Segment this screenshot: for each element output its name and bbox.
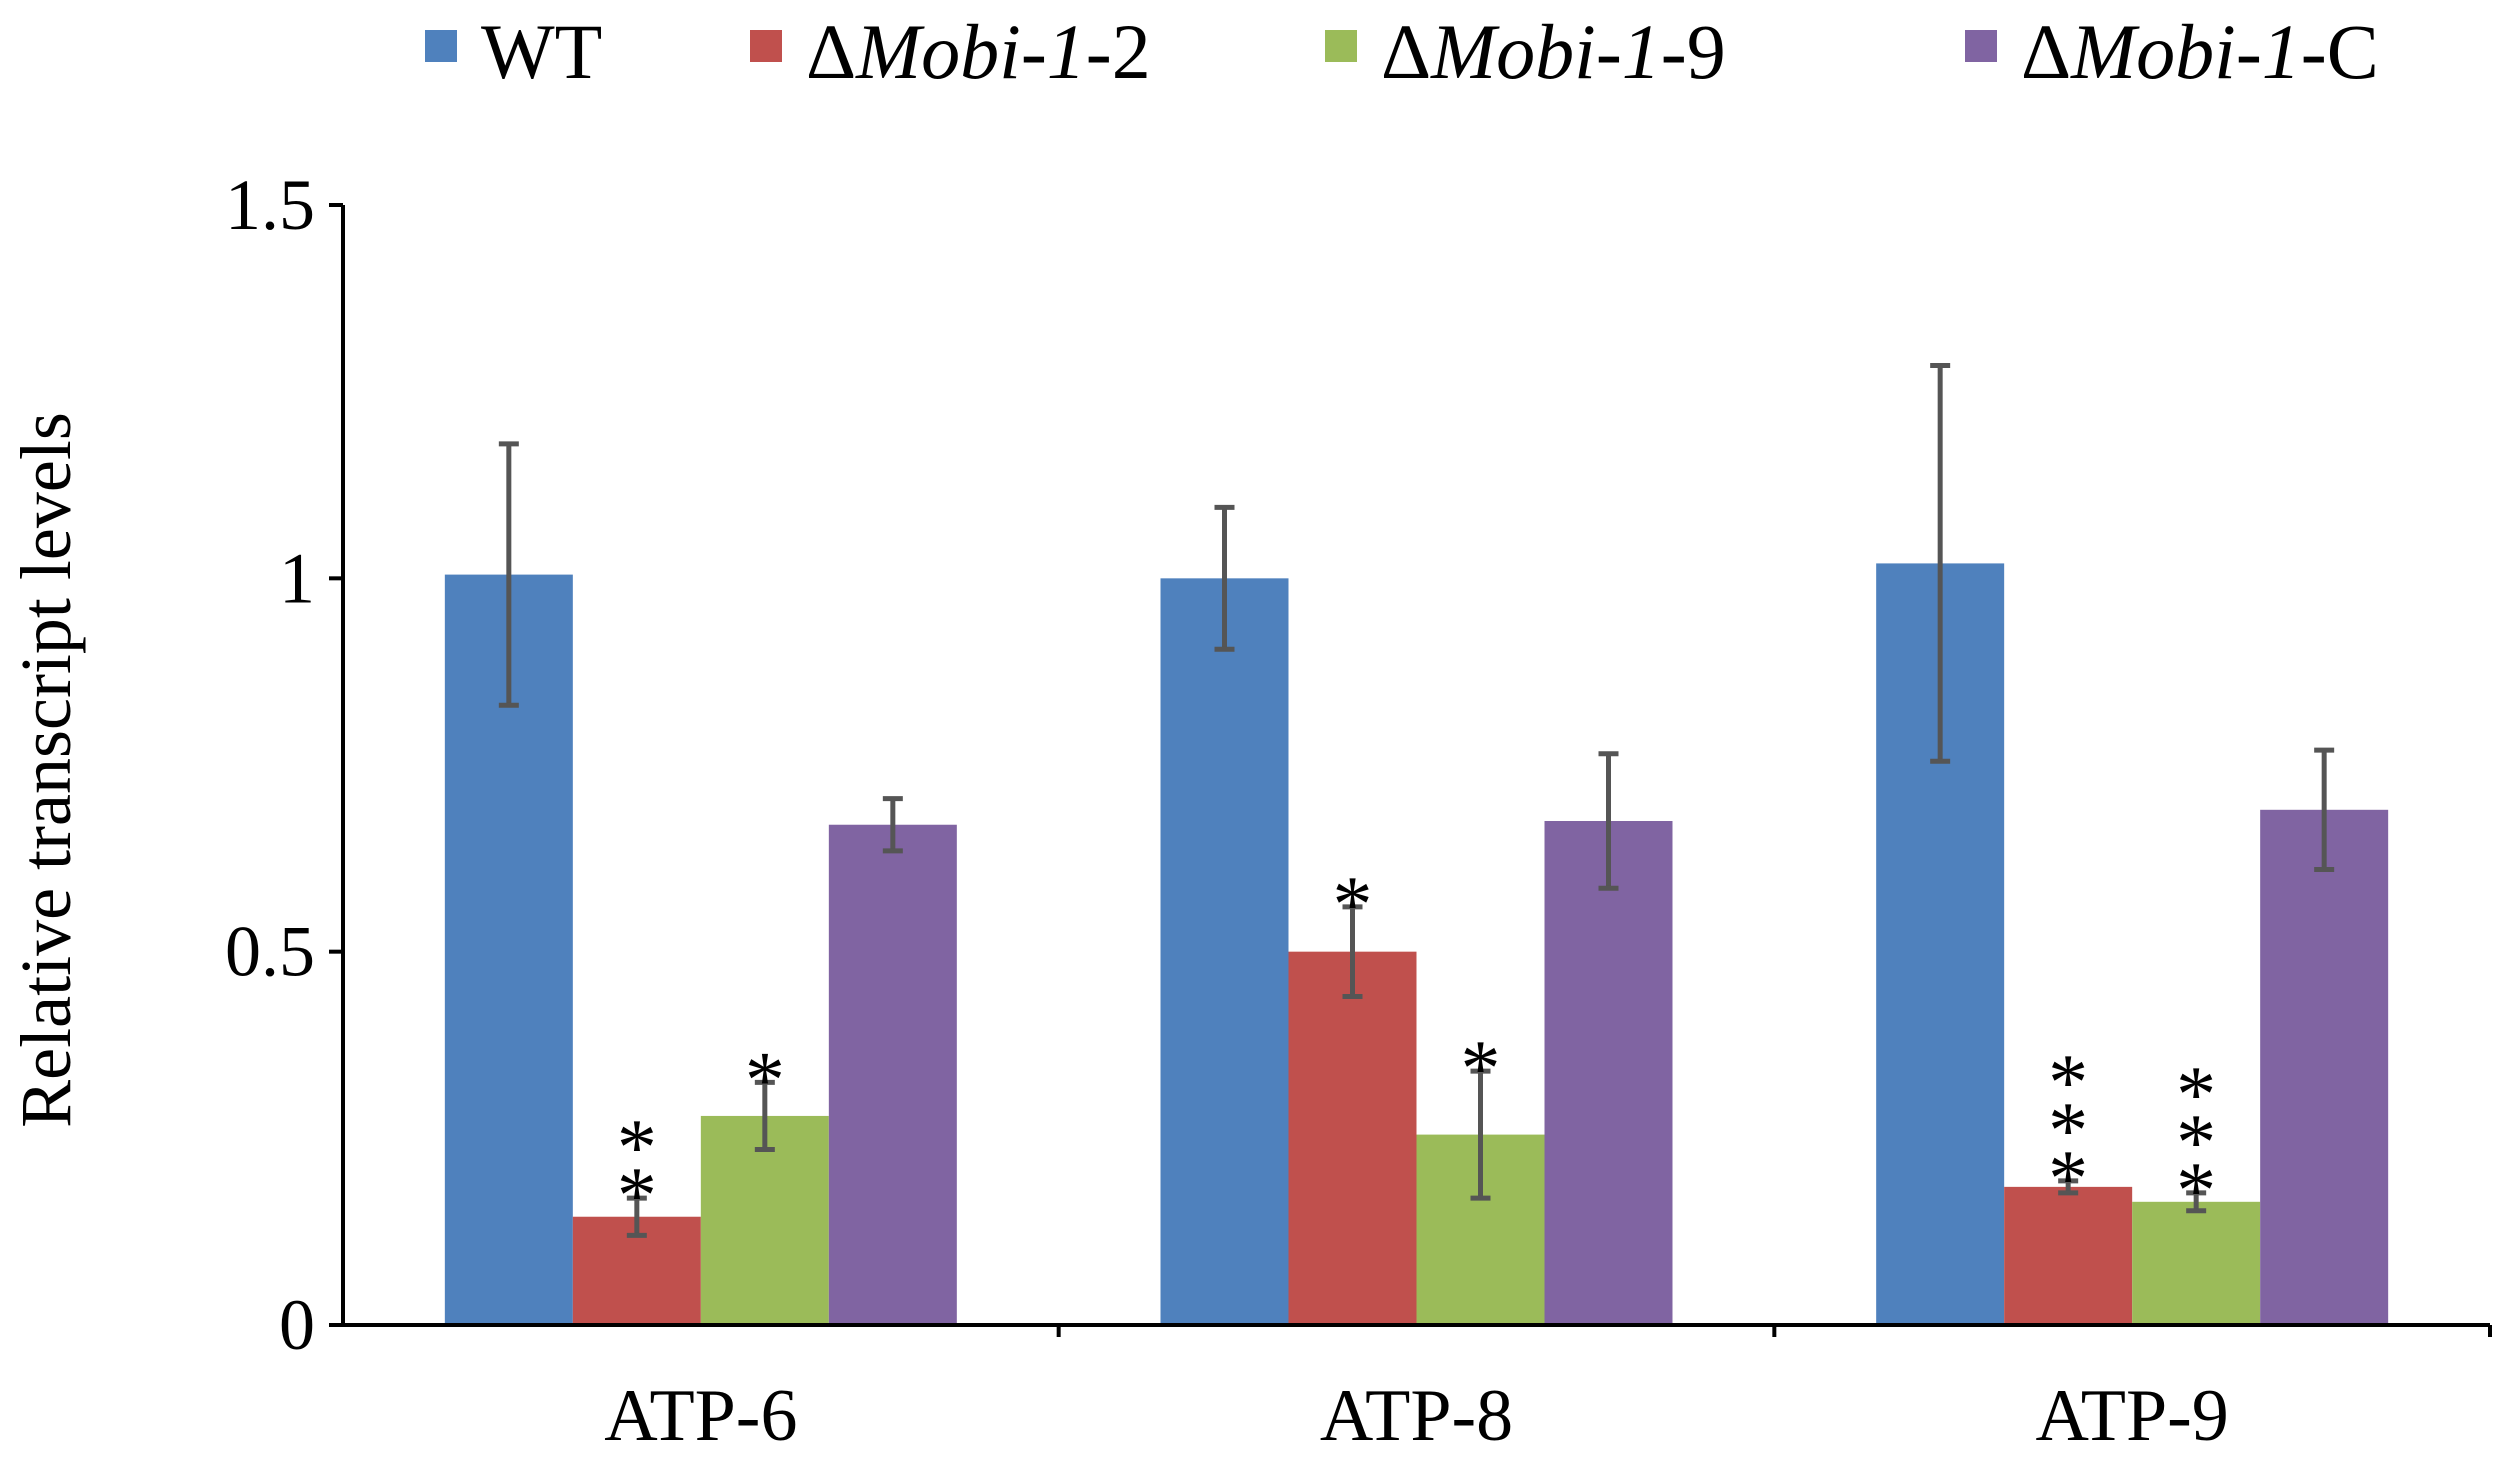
y-tick-label: 0.5 [225, 912, 315, 992]
significance-star: * [2048, 1135, 2088, 1223]
bar [1544, 821, 1673, 1325]
y-tick-label: 1.5 [225, 165, 315, 245]
legend-swatch [750, 30, 782, 62]
significance-star: * [2048, 1039, 2088, 1127]
significance-star: * [2176, 1099, 2216, 1187]
y-axis-ticks: 0 0.5 1 1.5 [225, 165, 343, 1365]
x-tick-label: ATP-9 [2036, 1375, 2229, 1457]
bar [1160, 578, 1289, 1325]
bar [828, 824, 957, 1325]
legend-swatch [425, 30, 457, 62]
legend-label: WT [481, 8, 602, 95]
legend-label: ΔMobi-1-9 [1381, 8, 1726, 95]
axes [341, 205, 2490, 1327]
bar [2260, 809, 2389, 1325]
x-axis-ticks: ATP-6 ATP-8 ATP-9 [604, 1325, 2492, 1457]
legend: WT ΔMobi-1-2 ΔMobi-1-9 ΔMobi-1-C [425, 8, 2379, 95]
significance-star: * [1461, 1025, 1501, 1113]
x-tick-label: ATP-6 [604, 1375, 797, 1457]
bar [2132, 1201, 2261, 1325]
significance-star: * [2176, 1051, 2216, 1139]
legend-swatch [1965, 30, 1997, 62]
bars [444, 563, 2389, 1325]
significance-marks: ***** ****** [617, 861, 2216, 1240]
y-tick-label: 0 [279, 1285, 315, 1365]
significance-star: * [617, 1152, 657, 1240]
significance-star: * [617, 1104, 657, 1192]
significance-star: * [745, 1036, 785, 1124]
y-axis-label: Relative transcript levels [6, 412, 86, 1128]
error-bars [498, 363, 2335, 1238]
legend-label: ΔMobi-1-C [2021, 8, 2379, 95]
legend-label: ΔMobi-1-2 [806, 8, 1151, 95]
significance-star: * [2176, 1147, 2216, 1235]
significance-star: * [2048, 1087, 2088, 1175]
x-tick-label: ATP-8 [1320, 1375, 1513, 1457]
legend-swatch [1325, 30, 1357, 62]
bar [1288, 951, 1417, 1325]
y-tick-label: 1 [279, 538, 315, 618]
significance-star: * [1333, 861, 1373, 949]
bar [2004, 1186, 2133, 1325]
